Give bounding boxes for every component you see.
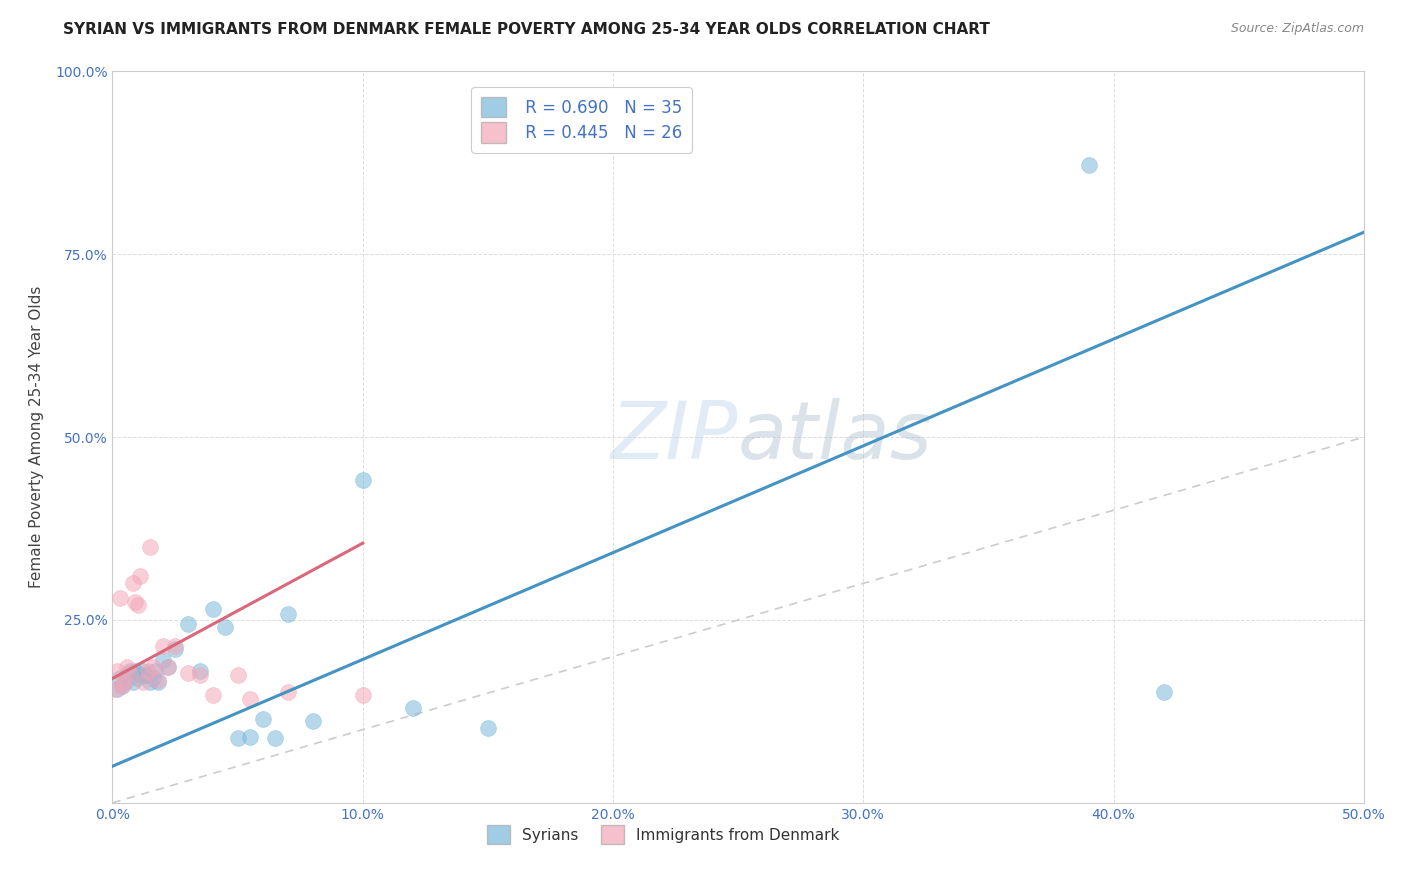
- Point: [131, 675, 153, 690]
- Point: [214, 620, 236, 634]
- Point: [1077, 158, 1099, 172]
- Text: Source: ZipAtlas.com: Source: ZipAtlas.com: [1230, 22, 1364, 36]
- Point: [118, 664, 141, 678]
- Point: [139, 540, 162, 554]
- Point: [114, 675, 136, 690]
- Point: [156, 660, 179, 674]
- Point: [477, 721, 499, 735]
- Point: [188, 664, 211, 678]
- Point: [124, 594, 146, 608]
- Point: [252, 712, 274, 726]
- Legend: Syrians, Immigrants from Denmark: Syrians, Immigrants from Denmark: [481, 819, 845, 850]
- Point: [146, 673, 169, 687]
- Point: [277, 684, 299, 698]
- Point: [264, 731, 287, 746]
- Point: [163, 639, 186, 653]
- Point: [402, 700, 425, 714]
- Point: [111, 679, 134, 693]
- Point: [114, 675, 136, 690]
- Point: [136, 664, 159, 678]
- Point: [152, 639, 174, 653]
- Point: [239, 692, 262, 706]
- Text: SYRIAN VS IMMIGRANTS FROM DENMARK FEMALE POVERTY AMONG 25-34 YEAR OLDS CORRELATI: SYRIAN VS IMMIGRANTS FROM DENMARK FEMALE…: [63, 22, 990, 37]
- Point: [163, 642, 186, 657]
- Point: [146, 675, 169, 690]
- Point: [239, 730, 262, 744]
- Point: [124, 664, 146, 678]
- Point: [141, 672, 163, 686]
- Point: [176, 616, 198, 631]
- Point: [117, 667, 139, 681]
- Point: [226, 667, 249, 681]
- Point: [1153, 684, 1175, 698]
- Point: [201, 602, 224, 616]
- Point: [176, 665, 198, 680]
- Point: [277, 607, 299, 621]
- Point: [121, 675, 143, 690]
- Point: [129, 667, 152, 681]
- Point: [352, 473, 374, 487]
- Point: [118, 665, 141, 680]
- Point: [139, 675, 162, 690]
- Point: [188, 667, 211, 681]
- Point: [117, 660, 139, 674]
- Point: [108, 591, 131, 605]
- Point: [201, 688, 224, 702]
- Point: [226, 731, 249, 746]
- Point: [127, 672, 149, 686]
- Point: [107, 682, 129, 697]
- Point: [131, 664, 153, 678]
- Y-axis label: Female Poverty Among 25-34 Year Olds: Female Poverty Among 25-34 Year Olds: [30, 286, 44, 588]
- Point: [134, 667, 156, 681]
- Point: [152, 653, 174, 667]
- Point: [104, 682, 127, 697]
- Point: [156, 660, 179, 674]
- Text: atlas: atlas: [738, 398, 934, 476]
- Point: [129, 569, 152, 583]
- Point: [301, 714, 323, 728]
- Point: [352, 688, 374, 702]
- Point: [108, 672, 131, 686]
- Point: [136, 667, 159, 681]
- Point: [141, 660, 163, 674]
- Point: [121, 576, 143, 591]
- Point: [127, 599, 149, 613]
- Text: ZIP: ZIP: [610, 398, 738, 476]
- Point: [107, 664, 129, 678]
- Point: [143, 664, 166, 678]
- Point: [111, 679, 134, 693]
